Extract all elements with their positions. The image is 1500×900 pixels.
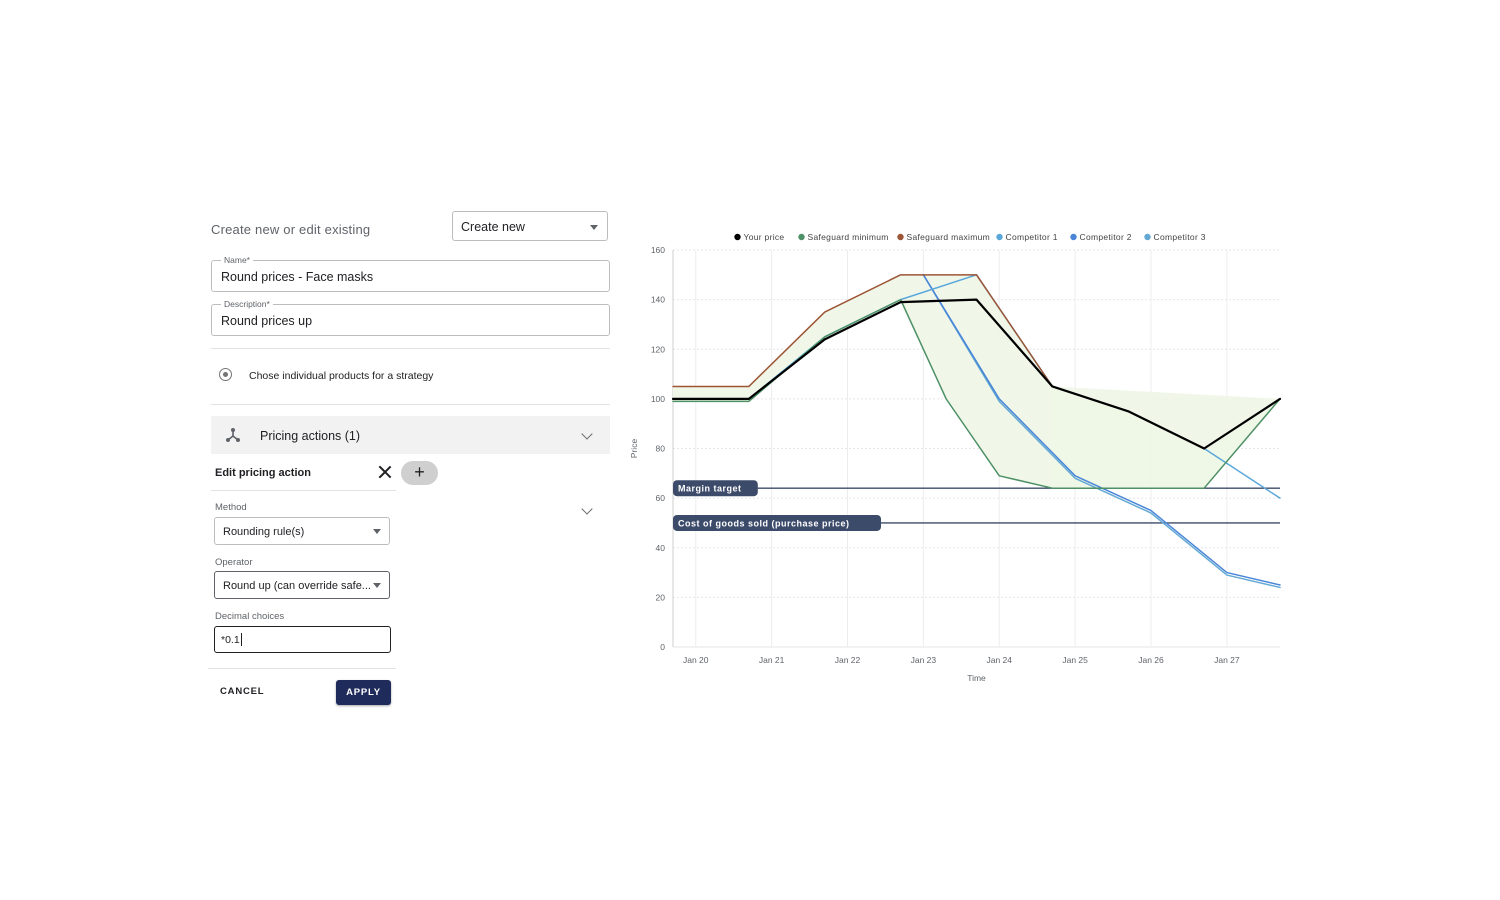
y-tick-label: 100 [651, 394, 665, 404]
method-select[interactable]: Rounding rule(s) [214, 517, 390, 545]
pricing-actions-label: Pricing actions (1) [260, 429, 361, 443]
x-tick-label: Jan 23 [911, 655, 937, 665]
y-tick-label: 140 [651, 295, 665, 305]
legend-marker [798, 233, 805, 241]
divider [211, 490, 396, 491]
series-line-competitor-3 [922, 274, 1281, 589]
add-action-button[interactable]: + [401, 461, 438, 485]
x-tick-label: Jan 22 [835, 655, 861, 665]
legend-marker [996, 233, 1003, 241]
method-select-value: Rounding rule(s) [223, 526, 305, 538]
mode-select[interactable]: Create new [452, 211, 608, 241]
operator-select[interactable]: Round up (can override safe... [214, 571, 390, 599]
price-chart: 0 20 40 60 80 100 120 140 160 Jan 20 Jan 21 Jan 22 J… [629, 232, 1282, 683]
mode-select-value: Create new [461, 220, 525, 234]
dropdown-arrow-icon [373, 529, 381, 534]
description-field-value: Round prices up [221, 314, 313, 328]
reference-label-bg [673, 514, 881, 531]
name-field-label: Name* [221, 255, 253, 265]
reference-label-text: Cost of goods sold (purchase price) [678, 518, 850, 528]
reference-label: Cost of goods sold (purchase price) [673, 514, 881, 531]
close-icon[interactable] [378, 465, 392, 479]
y-tick-label: 80 [656, 444, 666, 454]
divider [211, 404, 610, 405]
decimal-choices-input[interactable]: *0.1 [214, 626, 391, 653]
series-line-your-price [671, 298, 1282, 450]
legend-label: Competitor 2 [1080, 232, 1132, 242]
individual-products-radio-label: Chose individual products for a strategy [249, 370, 434, 382]
decimal-choices-value: *0.1 [221, 634, 240, 646]
legend-marker [734, 233, 741, 241]
legend-label: Safeguard minimum [808, 232, 889, 242]
y-tick-label: 20 [656, 592, 666, 602]
chevron-down-icon[interactable] [581, 428, 593, 440]
name-field[interactable]: Name* Round prices - Face masks [211, 255, 610, 292]
fork-icon [226, 428, 240, 442]
legend-label: Safeguard maximum [907, 232, 991, 242]
individual-products-radio[interactable] [219, 368, 232, 381]
series-line-safeguard-maximum [672, 274, 1054, 388]
y-tick-label: 160 [651, 245, 665, 255]
y-tick-label: 60 [656, 493, 666, 503]
x-tick-label: Jan 27 [1214, 655, 1240, 665]
name-field-value: Round prices - Face masks [221, 270, 374, 284]
operator-select-value: Round up (can override safe... [223, 580, 371, 592]
reference-label-bg [673, 480, 758, 497]
x-tick-label: Jan 24 [986, 655, 1012, 665]
legend-marker [1144, 233, 1151, 241]
series-line-competitor-2 [922, 274, 1281, 586]
apply-button[interactable]: APPLY [336, 680, 391, 705]
form-caption: Create new or edit existing [211, 222, 371, 237]
method-label: Method [215, 502, 247, 513]
divider [208, 668, 396, 669]
description-field[interactable]: Description* Round prices up [211, 299, 610, 336]
safeguard-band [1052, 386, 1280, 489]
legend-label: Your price [744, 232, 785, 242]
y-axis-label: Price [629, 439, 639, 459]
decimal-choices-label: Decimal choices [215, 611, 285, 622]
chart-legend: Your price Safeguard minimum Safeguard max… [734, 232, 1205, 242]
x-tick-label: Jan 25 [1062, 655, 1088, 665]
divider [211, 348, 610, 349]
operator-label: Operator [215, 557, 253, 568]
x-tick-label: Jan 26 [1138, 655, 1164, 665]
legend-label: Competitor 3 [1154, 232, 1206, 242]
legend-marker [897, 233, 904, 241]
legend-label: Competitor 1 [1006, 232, 1058, 242]
y-tick-label: 40 [656, 543, 666, 553]
x-tick-label: Jan 20 [683, 655, 709, 665]
legend-marker [1070, 233, 1077, 241]
chevron-down-icon[interactable] [581, 503, 593, 515]
description-field-label: Description* [221, 299, 273, 309]
reference-label-text: Margin target [678, 484, 742, 494]
cancel-button[interactable]: CANCEL [220, 686, 265, 697]
x-tick-label: Jan 21 [759, 655, 785, 665]
y-tick-label: 120 [651, 344, 665, 354]
plus-icon: + [414, 462, 425, 482]
x-axis-label: Time [967, 673, 986, 683]
pricing-actions-accordion[interactable]: Pricing actions (1) [211, 416, 610, 454]
reference-label: Margin target [673, 480, 758, 497]
dropdown-arrow-icon [590, 225, 598, 230]
dropdown-arrow-icon [373, 583, 381, 588]
edit-pricing-action-title: Edit pricing action [215, 467, 311, 479]
y-tick-label: 0 [660, 642, 665, 652]
text-cursor [241, 633, 242, 646]
